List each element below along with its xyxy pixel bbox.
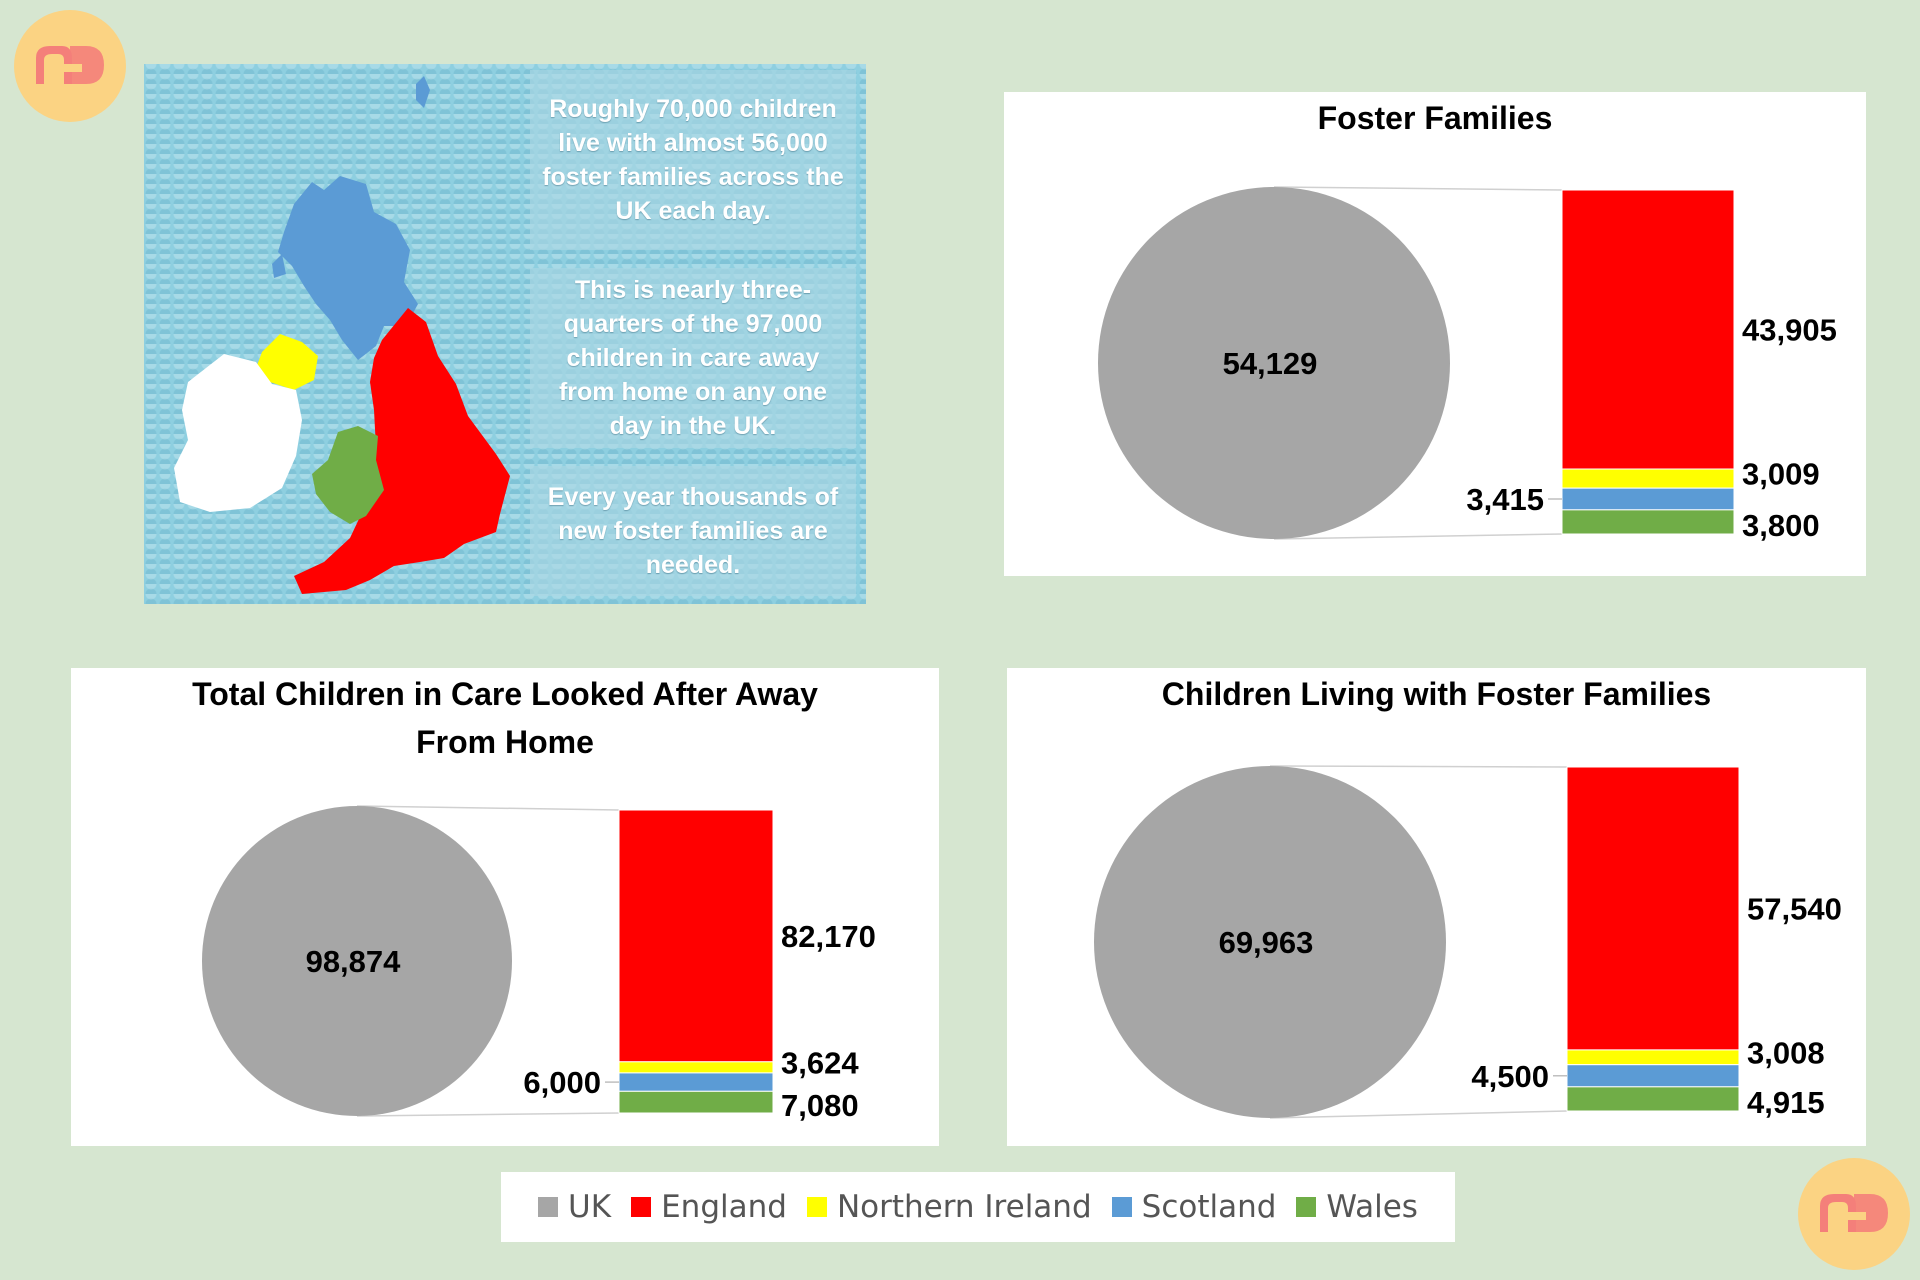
data-label-england: 43,905 xyxy=(1742,313,1837,348)
bar-segment-england xyxy=(1566,766,1740,1051)
info-box-new-families-needed: Every year thousands of new foster famil… xyxy=(530,466,856,596)
nd-logo-mark xyxy=(36,46,104,84)
connector-line xyxy=(1269,1110,1568,1119)
data-label-uk: 69,963 xyxy=(1219,925,1314,960)
info-box-children-in-care: This is nearly three-quarters of the 97,… xyxy=(530,268,856,448)
northern-ireland-map-region xyxy=(256,334,318,390)
nd-logo-mark xyxy=(1820,1194,1888,1232)
legend-item-scotland: Scotland xyxy=(1111,1189,1277,1225)
ireland-map-region xyxy=(174,354,302,512)
legend-item-wales: Wales xyxy=(1296,1189,1418,1225)
data-label-northern-ireland: 3,624 xyxy=(781,1045,859,1080)
data-label-england: 82,170 xyxy=(781,919,876,954)
uk-map-icon xyxy=(174,76,510,594)
bar-segment-england xyxy=(618,809,774,1063)
nd-logo-icon xyxy=(14,10,126,122)
chart-legend: UK England Northern Ireland Scotland Wales xyxy=(501,1172,1455,1242)
legend-swatch xyxy=(806,1197,827,1217)
connector-line xyxy=(356,805,620,811)
england-map-region xyxy=(294,308,510,594)
info-box-children-with-foster-families: Roughly 70,000 children live with almost… xyxy=(530,70,856,250)
legend-label: Scotland xyxy=(1141,1189,1277,1225)
data-label-uk: 98,874 xyxy=(306,944,402,979)
pie-slice-uk xyxy=(1098,187,1450,539)
pie-slice-uk xyxy=(1094,766,1446,1118)
chart-children-with-foster-families: Children Living with Foster Families 69,9… xyxy=(1007,668,1866,1146)
legend-item-northern-ireland: Northern Ireland xyxy=(806,1189,1092,1225)
legend-item-england: England xyxy=(631,1189,787,1225)
connector-line xyxy=(1273,533,1563,540)
connector-line xyxy=(356,1112,620,1117)
chart-title: Total Children in Care Looked After Away xyxy=(192,676,818,712)
scotland-map-region xyxy=(272,76,430,360)
legend-item-uk: UK xyxy=(538,1189,611,1225)
chart-title: From Home xyxy=(416,724,594,760)
legend-label: UK xyxy=(568,1189,612,1225)
data-label-northern-ireland: 3,009 xyxy=(1742,457,1820,492)
data-label-england: 57,540 xyxy=(1747,891,1842,926)
legend-label: Wales xyxy=(1326,1189,1418,1225)
connector-line xyxy=(1273,186,1563,191)
chart-foster-families: Foster Families 54,129 43,905 3,009 3,800 3,4… xyxy=(1004,92,1866,576)
chart-title: Foster Families xyxy=(1318,100,1553,136)
nd-logo-icon xyxy=(1798,1158,1910,1270)
bar-segment-wales xyxy=(618,1090,774,1114)
bar-segment-northern-ireland xyxy=(1566,1049,1740,1066)
data-label-scotland: 4,500 xyxy=(1471,1059,1549,1094)
chart-total-children-in-care: Total Children in Care Looked After Away… xyxy=(71,668,939,1146)
data-label-northern-ireland: 3,008 xyxy=(1747,1035,1825,1070)
data-label-uk: 54,129 xyxy=(1223,346,1318,381)
bar-segment-wales xyxy=(1566,1086,1740,1112)
bar-segment-scotland xyxy=(1566,1064,1740,1088)
bar-segment-northern-ireland xyxy=(618,1061,774,1074)
wales-map-region xyxy=(312,426,384,524)
bar-segment-wales xyxy=(1561,509,1735,535)
legend-swatch xyxy=(538,1197,559,1217)
data-label-wales: 4,915 xyxy=(1747,1085,1825,1120)
uk-infographic: Roughly 70,000 children live with almost… xyxy=(144,64,866,604)
legend-label: Northern Ireland xyxy=(836,1189,1092,1225)
pie-slice-uk xyxy=(202,806,512,1116)
legend-swatch xyxy=(631,1197,652,1217)
connector-line xyxy=(1269,765,1568,768)
bar-segment-scotland xyxy=(618,1072,774,1092)
legend-label: England xyxy=(661,1189,787,1225)
data-label-wales: 3,800 xyxy=(1742,508,1820,543)
data-label-wales: 7,080 xyxy=(781,1088,859,1123)
legend-swatch xyxy=(1296,1197,1317,1217)
data-label-scotland: 6,000 xyxy=(523,1065,601,1100)
legend-swatch xyxy=(1111,1197,1132,1217)
chart-title: Children Living with Foster Families xyxy=(1162,676,1711,712)
bar-segment-northern-ireland xyxy=(1561,468,1735,489)
bar-segment-england xyxy=(1561,189,1735,470)
data-label-scotland: 3,415 xyxy=(1466,482,1544,517)
bar-segment-scotland xyxy=(1561,487,1735,511)
